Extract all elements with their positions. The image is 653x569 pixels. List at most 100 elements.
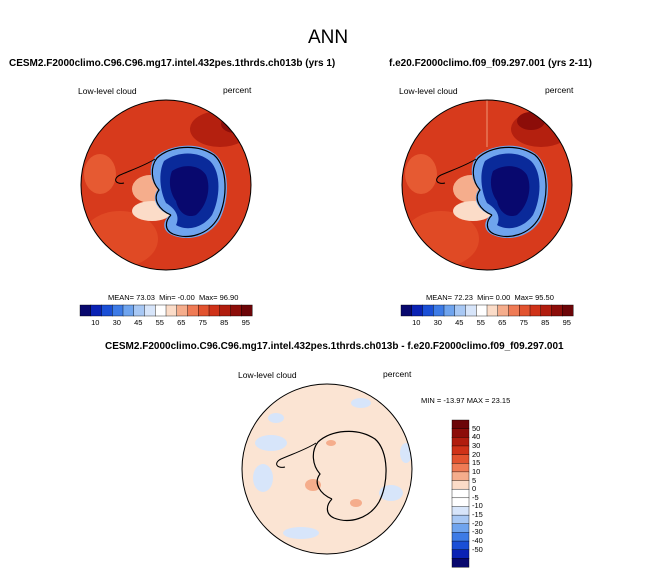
panel3-variable-label: Low-level cloud — [238, 370, 297, 380]
panel1-colorbar-tick-label: 95 — [241, 318, 250, 327]
panel1-colorbar-box — [208, 304, 221, 317]
panel1-colorbar-box — [90, 304, 103, 317]
panel2-colorbar-box — [411, 304, 424, 317]
panel2-colorbar-tick-label: 75 — [519, 318, 528, 327]
panel3-colorbar-tick-label: 15 — [472, 458, 481, 468]
panel2-colorbar-box — [497, 304, 510, 317]
panel2-min-value: 0.00 — [495, 293, 511, 302]
page-title: ANN — [308, 27, 349, 48]
panel3-colorbar-box — [451, 428, 470, 438]
panel1-colorbar-box — [241, 304, 253, 317]
panel3-colorbar-tick-label: 0 — [472, 484, 477, 494]
panel3-colorbar-tick-label: 20 — [472, 449, 481, 459]
panel2-colorbar-box — [529, 304, 542, 317]
panel3-units-label: percent — [383, 369, 412, 379]
panel1-colorbar-tick-label: 65 — [177, 318, 186, 327]
panel2-colorbar-labels: 10 30 45 55 65 75 85 95 — [401, 318, 573, 328]
panel3-colorbar-tick-label: -15 — [472, 510, 483, 520]
panel2-stats: MEAN= 72.23 Min= 0.00 Max= 95.50 — [426, 293, 554, 302]
panel1-colorbar-tick-label: 85 — [220, 318, 229, 327]
panel3-colorbar-box — [451, 506, 470, 516]
panel3-colorbar-tick-label: 10 — [472, 466, 481, 476]
panel2-colorbar-tick-label: 95 — [562, 318, 571, 327]
panel3-colorbar-box — [451, 463, 470, 473]
panel3-subtitle: CESM2.F2000climo.C96.C96.mg17.intel.432p… — [105, 341, 564, 352]
panel3-colorbar-tick-label: -40 — [472, 536, 483, 546]
panel2-mean-value: 72.23 — [454, 293, 473, 302]
panel3-colorbar-box — [451, 454, 470, 464]
panel1-colorbar-box — [176, 304, 189, 317]
panel3-stats: MIN = -13.97 MAX = 23.15 — [421, 396, 510, 405]
panel1-units-label: percent — [223, 85, 252, 95]
panel1-colorbar-box — [230, 304, 242, 317]
panel3-colorbar-box — [451, 445, 470, 456]
panel2-colorbar-tick-label: 85 — [541, 318, 550, 327]
panel1-variable-label: Low-level cloud — [78, 86, 137, 96]
panel2-colorbar-box — [519, 304, 531, 317]
panel3-colorbar-box — [451, 437, 470, 447]
panel1-colorbar-tick-label: 55 — [155, 318, 164, 327]
panel2-colorbar — [400, 304, 574, 317]
panel1-colorbar-box — [101, 304, 113, 317]
panel3-map — [241, 383, 413, 555]
panel1-mean-label: MEAN= — [108, 293, 135, 302]
panel2-colorbar-tick-label: 55 — [476, 318, 485, 327]
panel2-colorbar-tick-label: 45 — [455, 318, 464, 327]
panel3-colorbar-box — [451, 549, 470, 559]
panel1-colorbar-box — [219, 304, 232, 317]
panel2-colorbar-box — [422, 304, 434, 317]
panel2-variable-label: Low-level cloud — [399, 86, 458, 96]
panel3-colorbar — [451, 419, 470, 568]
panel2-colorbar-box — [508, 304, 520, 317]
panel3-max-label: MAX = — [466, 396, 490, 405]
panel1-stats: MEAN= 73.03 Min= -0.00 Max= 96.90 — [108, 293, 238, 302]
panel1-colorbar — [79, 304, 253, 317]
panel3-min-value: -13.97 — [443, 396, 465, 405]
panel1-colorbar-box — [198, 304, 210, 317]
panel2-colorbar-tick-label: 30 — [433, 318, 442, 327]
panel1-colorbar-labels: 10 30 45 55 65 75 85 95 — [80, 318, 252, 328]
panel1-colorbar-box — [187, 304, 199, 317]
panel2-colorbar-box — [540, 304, 553, 317]
panel3-colorbar-box — [451, 497, 470, 507]
panel2-colorbar-box — [433, 304, 445, 317]
panel2-colorbar-box — [465, 304, 477, 317]
panel3-colorbar-box — [451, 471, 470, 482]
panel2-colorbar-box — [551, 304, 563, 317]
panel3-colorbar-box — [451, 480, 470, 490]
panel2-max-label: Max= — [514, 293, 534, 302]
panel3-colorbar-box — [451, 532, 470, 542]
panel2-colorbar-box — [562, 304, 574, 317]
panel2-map — [401, 99, 573, 271]
panel2-min-label: Min= — [477, 293, 494, 302]
panel3-colorbar-tick-label: -10 — [472, 501, 483, 511]
panel1-colorbar-box — [165, 304, 178, 317]
panel2-subtitle: f.e20.F2000climo.f09_f09.297.001 (yrs 2-… — [389, 58, 592, 69]
panel1-subtitle: CESM2.F2000climo.C96.C96.mg17.intel.432p… — [9, 58, 336, 69]
panel3-colorbar-tick-label: -5 — [472, 492, 479, 502]
panel3-colorbar-box — [451, 558, 470, 568]
panel3-colorbar-tick-label: -30 — [472, 527, 483, 537]
panel3-colorbar-box — [451, 540, 470, 551]
panel2-units-label: percent — [545, 85, 574, 95]
panel1-map — [80, 99, 252, 271]
panel3-colorbar-labels: 50 40 30 20 15 10 5 0 -5 -10 -15 -20 -30 -40 -50 — [472, 420, 502, 567]
panel1-colorbar-tick-label: 10 — [91, 318, 100, 327]
panel3-colorbar-box — [451, 514, 470, 525]
panel2-max-value: 95.50 — [535, 293, 554, 302]
panel1-colorbar-box — [144, 304, 156, 317]
panel1-min-value: -0.00 — [177, 293, 195, 302]
panel3-colorbar-box — [451, 419, 470, 430]
panel3-colorbar-tick-label: 30 — [472, 440, 481, 450]
panel3-colorbar-tick-label: -50 — [472, 544, 483, 554]
panel1-colorbar-box — [133, 304, 146, 317]
panel2-colorbar-box — [486, 304, 499, 317]
panel3-colorbar-box — [451, 523, 470, 533]
panel1-colorbar-tick-label: 45 — [134, 318, 143, 327]
panel1-colorbar-box — [79, 304, 92, 317]
panel1-colorbar-box — [122, 304, 135, 317]
panel1-mean-value: 73.03 — [136, 293, 155, 302]
panel1-colorbar-tick-label: 75 — [198, 318, 207, 327]
panel2-colorbar-box — [443, 304, 456, 317]
panel3-colorbar-box — [451, 488, 470, 499]
